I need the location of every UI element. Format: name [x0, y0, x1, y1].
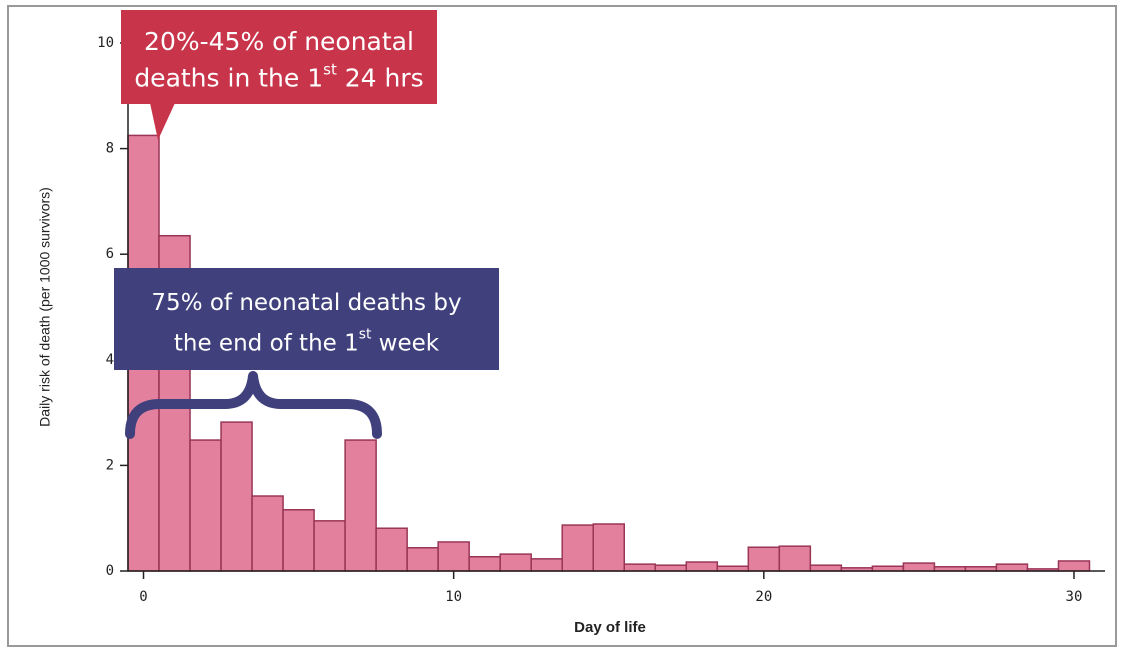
y-tick-label: 8 — [106, 141, 114, 157]
x-tick-label: 20 — [755, 589, 772, 605]
bar — [561, 524, 594, 572]
bar — [685, 561, 719, 572]
bar — [530, 558, 563, 572]
annotation-text: the end of the 1 — [174, 330, 359, 356]
bar — [809, 564, 843, 572]
annotation-box — [114, 268, 499, 370]
y-tick-label: 6 — [106, 246, 114, 262]
bar — [654, 564, 688, 572]
annotation-text: 75% of neonatal deaths by — [151, 290, 461, 316]
bar — [902, 562, 936, 572]
x-axis-label: Day of life — [574, 619, 646, 636]
annotation-superscript: st — [359, 326, 372, 342]
annotation-box — [121, 10, 437, 104]
annotation-pointer — [150, 103, 175, 140]
y-tick-label: 10 — [97, 35, 114, 51]
annotation-text: the end of the 1st week — [174, 326, 440, 356]
annotation-text: 24 hrs — [337, 64, 424, 93]
bar — [1057, 560, 1091, 572]
annotation-text: 20%-45% of neonatal — [144, 27, 414, 56]
bar — [437, 541, 470, 572]
y-axis-label: Daily risk of death (per 1000 survivors) — [37, 187, 53, 427]
bar — [344, 439, 377, 572]
annotation-text: week — [371, 330, 439, 356]
x-tick-label: 30 — [1066, 589, 1083, 605]
bar — [778, 545, 812, 572]
bar — [747, 546, 781, 572]
annotation-text: deaths in the 1st 24 hrs — [134, 60, 423, 93]
bar — [406, 547, 439, 572]
bar — [375, 527, 408, 572]
brace — [125, 371, 382, 439]
bar — [623, 563, 657, 572]
bar — [592, 523, 626, 572]
bar — [313, 520, 346, 572]
y-tick-label: 4 — [106, 352, 114, 368]
annotation-superscript: st — [323, 60, 337, 78]
bar — [189, 439, 222, 572]
bar — [251, 495, 284, 572]
bar — [282, 509, 315, 572]
annotation-text: deaths in the 1 — [134, 64, 323, 93]
bar — [499, 553, 532, 572]
bar — [995, 563, 1029, 572]
y-tick-label: 0 — [106, 563, 114, 579]
x-tick-label: 10 — [445, 589, 462, 605]
y-tick-label: 2 — [106, 457, 114, 473]
bar — [468, 555, 501, 572]
bar — [220, 421, 253, 572]
x-tick-label: 0 — [139, 589, 147, 605]
